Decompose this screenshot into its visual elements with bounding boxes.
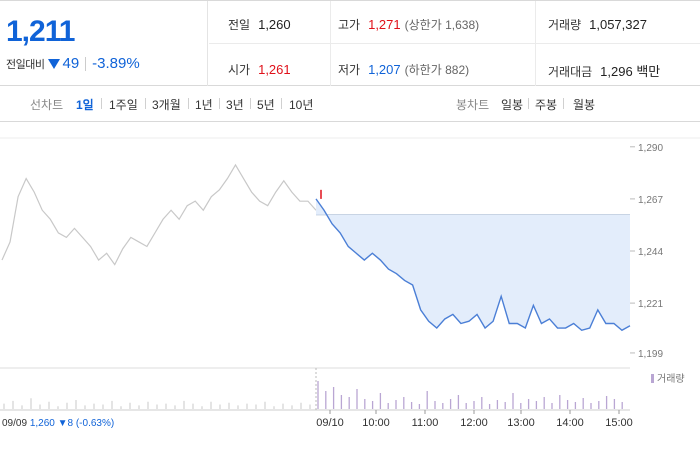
x-tick-label: 13:00	[507, 417, 535, 429]
current-price-box: 1,211 전일대비 49 -3.89%	[0, 1, 208, 86]
stat-label: 시가	[228, 63, 251, 77]
volume-legend-swatch	[651, 374, 654, 383]
stat-high: 고가 1,271 (상한가 1,638)	[338, 16, 479, 33]
tab-monthly-candle[interactable]: 월봉	[573, 98, 596, 112]
divider	[250, 98, 251, 109]
stat-value: 1,260	[258, 17, 291, 32]
stat-value: 1,207	[368, 62, 401, 77]
stat-value: 1,271	[368, 17, 401, 32]
stat-trade-amount: 거래대금 1,296 백만	[548, 61, 660, 80]
x-tick-label: 12:00	[460, 417, 488, 429]
y-tick-label: 1,290	[638, 143, 663, 154]
tab-weekly-candle[interactable]: 주봉	[535, 98, 558, 112]
divider	[145, 98, 146, 109]
x-tick-label: 10:00	[362, 417, 390, 429]
prev-day-line	[1, 163, 317, 266]
change-label: 전일대비	[6, 58, 45, 71]
stat-label: 거래대금	[548, 65, 593, 79]
volume-legend-label: 거래량	[657, 373, 685, 385]
down-triangle-icon	[48, 58, 61, 69]
stat-sub: (하한가 882)	[404, 63, 470, 77]
today-line	[315, 198, 631, 332]
tab-5-years[interactable]: 5년	[257, 98, 275, 112]
stat-label: 저가	[338, 63, 361, 77]
change-value: 49	[62, 55, 80, 72]
y-tick-label: 1,267	[638, 195, 663, 206]
divider	[281, 98, 282, 109]
stat-prev-close: 전일 1,260	[228, 16, 291, 33]
stat-value: 1,261	[258, 62, 291, 77]
x-tick-label: 14:00	[556, 417, 584, 429]
line-chart-label: 선차트	[30, 98, 64, 112]
chart-tab-bar: 선차트 1일 1주일 3개월 1년 3년 5년 10년 봉차트 일봉 주봉 월봉	[0, 86, 700, 122]
tab-1-week[interactable]: 1주일	[109, 98, 138, 112]
current-price: 1,211	[6, 15, 75, 48]
change-percent: -3.89%	[92, 55, 140, 72]
change-row: 전일대비 49 -3.89%	[6, 55, 140, 72]
divider	[188, 98, 189, 109]
tab-3-months[interactable]: 3개월	[152, 98, 181, 112]
stat-value: 1,296 백만	[600, 64, 661, 79]
stat-label: 거래량	[548, 18, 582, 32]
stat-value: 1,057,327	[589, 17, 647, 32]
stat-volume: 거래량 1,057,327	[548, 16, 647, 33]
stat-low: 저가 1,207 (하한가 882)	[338, 61, 469, 78]
tab-10-years[interactable]: 10년	[289, 98, 314, 112]
y-tick-label: 1,199	[638, 349, 663, 360]
tab-3-years[interactable]: 3년	[226, 98, 244, 112]
today-fill-area	[316, 198, 630, 331]
y-tick-label: 1,221	[638, 299, 663, 310]
divider	[528, 98, 529, 109]
price-header: 1,211 전일대비 49 -3.89% 전일 1,260 고가 1,271 (…	[0, 0, 700, 86]
divider	[219, 98, 220, 109]
tab-1-day[interactable]: 1일	[76, 98, 94, 112]
tab-1-year[interactable]: 1년	[195, 98, 213, 112]
prev-day-info: 09/09 1,260 ▼8 (-0.63%)	[2, 418, 114, 429]
divider	[101, 98, 102, 109]
stat-label: 고가	[338, 18, 361, 32]
divider	[209, 43, 700, 44]
candle-chart-label: 봉차트	[456, 98, 490, 112]
x-tick-label: 15:00	[605, 417, 633, 429]
stat-open: 시가 1,261	[228, 61, 291, 78]
y-tick-label: 1,244	[638, 247, 663, 258]
stat-sub: (상한가 1,638)	[404, 18, 480, 32]
divider	[85, 56, 87, 71]
x-tick-label: 09/10	[316, 417, 344, 429]
divider	[563, 98, 564, 109]
stat-label: 전일	[228, 18, 251, 32]
x-tick-label: 11:00	[412, 417, 439, 429]
tab-daily-candle[interactable]: 일봉	[501, 98, 524, 112]
